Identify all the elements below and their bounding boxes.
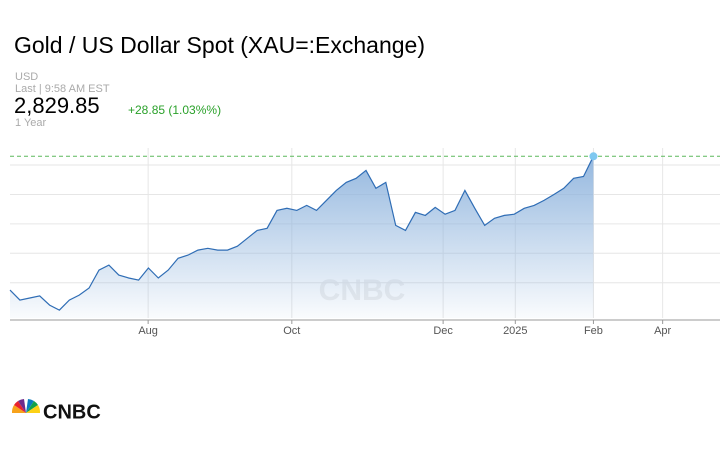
currency: USD: [15, 71, 38, 83]
x-tick-label: Aug: [138, 325, 158, 337]
x-tick-label: 2025: [503, 325, 527, 337]
change: +28.85 (1.03%%): [128, 103, 221, 117]
x-tick-label: Apr: [654, 325, 671, 337]
last-time: Last | 9:58 AM EST: [15, 83, 110, 95]
title: Gold / US Dollar Spot (XAU=:Exchange): [14, 32, 425, 58]
line: [9, 156, 594, 311]
x-tick-label: Oct: [283, 325, 300, 337]
period: 1 Year: [15, 117, 47, 129]
x-tick-label: Dec: [433, 325, 453, 337]
logo: [11, 399, 41, 413]
x-tick-label: Feb: [584, 325, 603, 337]
area: [10, 156, 594, 318]
logo-text: CNBC: [43, 401, 101, 423]
last-point: [589, 152, 598, 161]
price: 2,829.85: [14, 93, 100, 118]
